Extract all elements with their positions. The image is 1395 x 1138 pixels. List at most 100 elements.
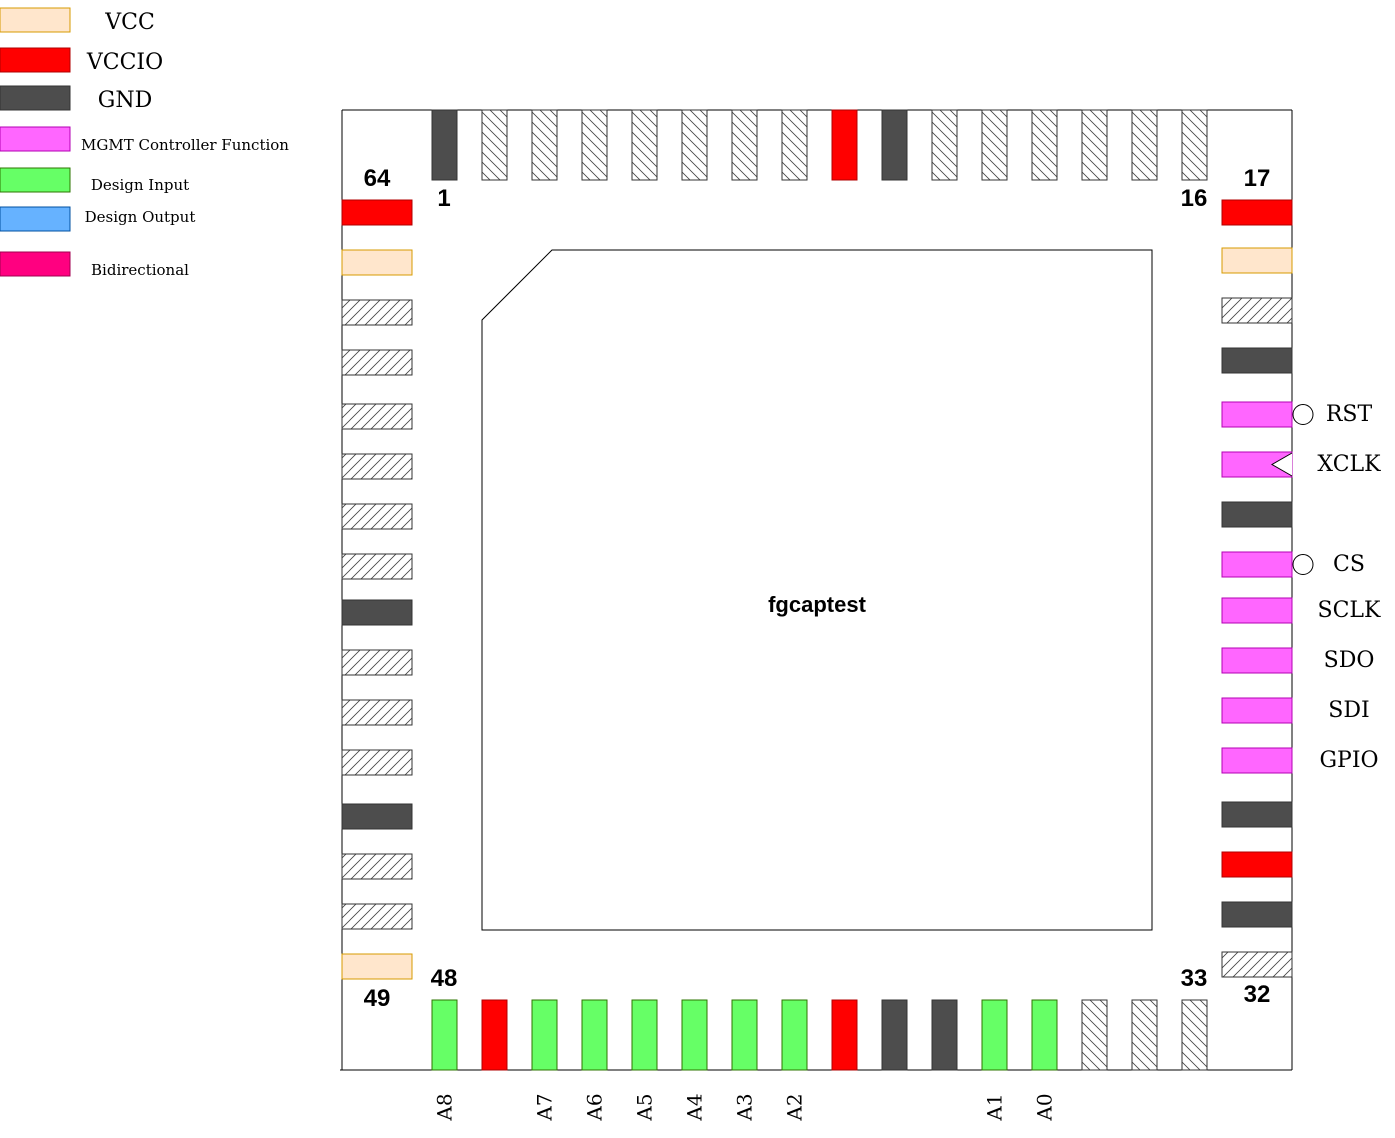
- pin-label-rst: RST: [1326, 402, 1373, 427]
- pin-label-gpio: GPIO: [1319, 748, 1378, 773]
- pin-bottom-44: [631, 999, 658, 1071]
- pin-number-33: 33: [1181, 965, 1208, 992]
- pin-label-a8: A8: [433, 1093, 457, 1121]
- pin-bottom-45: [581, 999, 608, 1071]
- die-body: [481, 249, 1153, 931]
- pin-left-63: [341, 249, 413, 276]
- legend-swatch-mgmt: [0, 126, 71, 152]
- pin-top-15: [1131, 109, 1158, 181]
- pin-left-55: [341, 649, 413, 676]
- pins-left: [341, 199, 413, 980]
- pin-right-21: [1221, 401, 1293, 428]
- legend-label-vcc: VCC: [104, 10, 155, 35]
- pin-number-48: 48: [431, 965, 458, 992]
- pin-number-17: 17: [1244, 165, 1271, 192]
- pin-top-8: [781, 109, 808, 181]
- pin-bottom-41: [781, 999, 808, 1071]
- pins-bottom: A8 A7 A6 A5 A4 A3 A2 A1 A0: [431, 999, 1208, 1122]
- pin-label-a2: A2: [783, 1093, 807, 1121]
- legend-label-dout: Design Output: [85, 208, 196, 226]
- pin-number-32: 32: [1244, 981, 1271, 1008]
- legend-label-gnd: GND: [98, 88, 152, 113]
- chip-name: fgcaptest: [768, 592, 866, 617]
- pin-top-14: [1081, 109, 1108, 181]
- pin-left-56: [341, 599, 413, 626]
- pin-right-30: [1221, 851, 1293, 878]
- pin-left-52: [341, 803, 413, 830]
- pin-number-1: 1: [437, 185, 450, 212]
- legend-label-din: Design Input: [91, 176, 189, 194]
- pin-bottom-48: [431, 999, 458, 1071]
- pin-label-a1: A1: [983, 1093, 1007, 1121]
- active-low-bubble-icon: [1292, 554, 1314, 575]
- legend: VCC VCCIO GND MGMT Controller Function Desig…: [0, 7, 289, 279]
- legend-label-vccio: VCCIO: [86, 50, 163, 75]
- legend-swatch-gnd: [0, 85, 71, 111]
- pin-number-16: 16: [1181, 185, 1208, 212]
- pin-label-a6: A6: [583, 1093, 607, 1121]
- pin-label-cs: CS: [1333, 552, 1365, 577]
- pin-right-31: [1221, 901, 1293, 928]
- pin-top-16: [1181, 109, 1208, 181]
- pin-label-sclk: SCLK: [1318, 598, 1382, 623]
- legend-swatch-bidir: [0, 251, 71, 277]
- pin-label-a4: A4: [683, 1093, 707, 1121]
- pin-left-58: [341, 503, 413, 530]
- pin-left-62: [341, 299, 413, 326]
- pin-right-24: [1221, 551, 1293, 578]
- pin-bottom-39: [881, 999, 908, 1071]
- clock-input-icon: [1270, 452, 1293, 477]
- pin-top-3: [531, 109, 558, 181]
- pin-top-10: [881, 109, 908, 181]
- pin-top-11: [931, 109, 958, 181]
- corner-numbers: 1 16 17 32 33 48 49 64: [364, 165, 1271, 1012]
- pin-left-49: [341, 953, 413, 980]
- pin-right-29: [1221, 801, 1293, 828]
- pin-left-54: [341, 699, 413, 726]
- legend-swatch-din: [0, 167, 71, 193]
- pin-bottom-36: [1031, 999, 1058, 1071]
- pin-label-a5: A5: [633, 1093, 657, 1121]
- pins-top: [431, 109, 1208, 181]
- pin-label-a3: A3: [733, 1093, 757, 1121]
- pin-top-2: [481, 109, 508, 181]
- pin-bottom-46: [531, 999, 558, 1071]
- pin-left-60: [341, 403, 413, 430]
- pin-bottom-34: [1131, 999, 1158, 1071]
- pin-right-26: [1221, 647, 1293, 674]
- pin-bottom-37: [981, 999, 1008, 1071]
- pin-left-53: [341, 749, 413, 776]
- pin-bottom-42: [731, 999, 758, 1071]
- pin-top-7: [731, 109, 758, 181]
- pin-right-17: [1221, 199, 1293, 226]
- legend-swatch-vccio: [0, 47, 71, 73]
- legend-swatch-dout: [0, 206, 71, 232]
- pin-right-32: [1221, 951, 1293, 978]
- pin-top-13: [1031, 109, 1058, 181]
- pin-left-59: [341, 453, 413, 480]
- pin-bottom-43: [681, 999, 708, 1071]
- pin-label-xclk: XCLK: [1317, 452, 1381, 477]
- pin-right-27: [1221, 697, 1293, 724]
- pin-right-20: [1221, 347, 1293, 374]
- pin-left-61: [341, 349, 413, 376]
- pin-right-23: [1221, 501, 1293, 528]
- pin-top-4: [581, 109, 608, 181]
- pin-label-a7: A7: [533, 1093, 557, 1121]
- pin-top-6: [681, 109, 708, 181]
- legend-label-mgmt: MGMT Controller Function: [81, 136, 289, 154]
- pin-label-sdo: SDO: [1324, 648, 1375, 673]
- pin-top-1: [431, 109, 458, 181]
- pins-right: RST XCLK CS SCLK SDO SDI GPIO: [1221, 199, 1382, 978]
- legend-label-bidir: Bidirectional: [91, 261, 189, 279]
- pin-bottom-38: [931, 999, 958, 1071]
- pin-left-51: [341, 853, 413, 880]
- pin-top-12: [981, 109, 1008, 181]
- pin-bottom-47: [481, 999, 508, 1071]
- pin-left-57: [341, 553, 413, 580]
- legend-swatch-vcc: [0, 7, 71, 33]
- pin-right-25: [1221, 597, 1293, 624]
- pin-bottom-33: [1181, 999, 1208, 1071]
- pin-label-sdi: SDI: [1328, 698, 1369, 723]
